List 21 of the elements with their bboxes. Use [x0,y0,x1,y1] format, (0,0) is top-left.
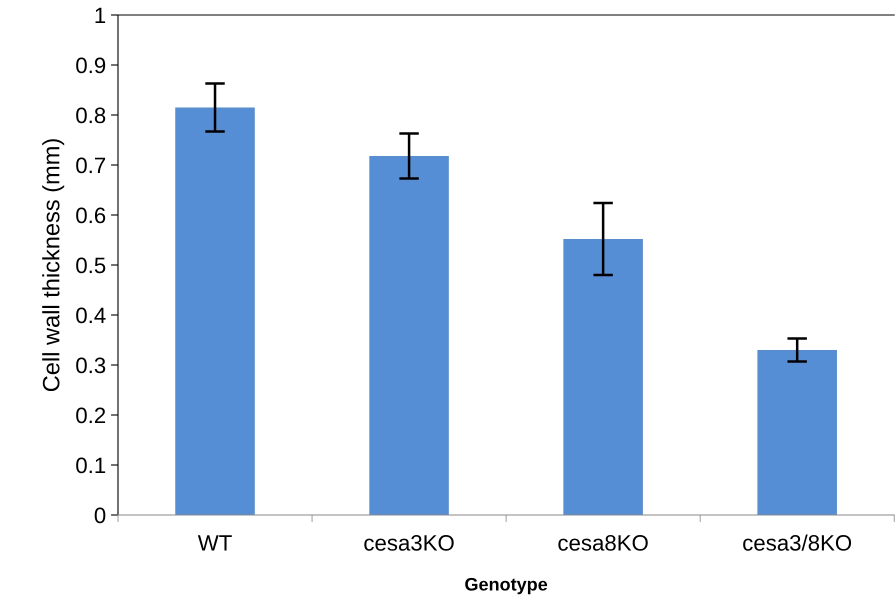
y-tick-label: 0.7 [76,158,106,174]
y-tick-label: 0.2 [76,408,106,424]
y-tick-label: 0.4 [76,308,106,324]
y-tick-label: 0.9 [76,58,106,74]
x-tick-label: cesa3KO [364,535,454,551]
y-axis-title: Cell wall thickness (mm) [42,139,64,392]
x-tick-label: cesa8KO [558,535,648,551]
y-tick-label: 0.8 [76,108,106,124]
y-tick-label: 0.5 [76,258,106,274]
bar [563,239,643,515]
y-tick-label: 0.1 [76,458,106,474]
x-tick-label: cesa3/8KO [743,534,852,551]
y-tick-label: 1 [96,8,106,24]
bar [369,156,449,515]
bar [757,350,837,515]
bar [175,108,255,515]
x-axis-title: Genotype [465,578,548,594]
y-tick-label: 0.6 [76,208,106,224]
x-tick-label: WT [198,535,232,551]
y-tick-label: 0.3 [76,358,106,374]
y-tick-label: 0 [94,508,106,524]
